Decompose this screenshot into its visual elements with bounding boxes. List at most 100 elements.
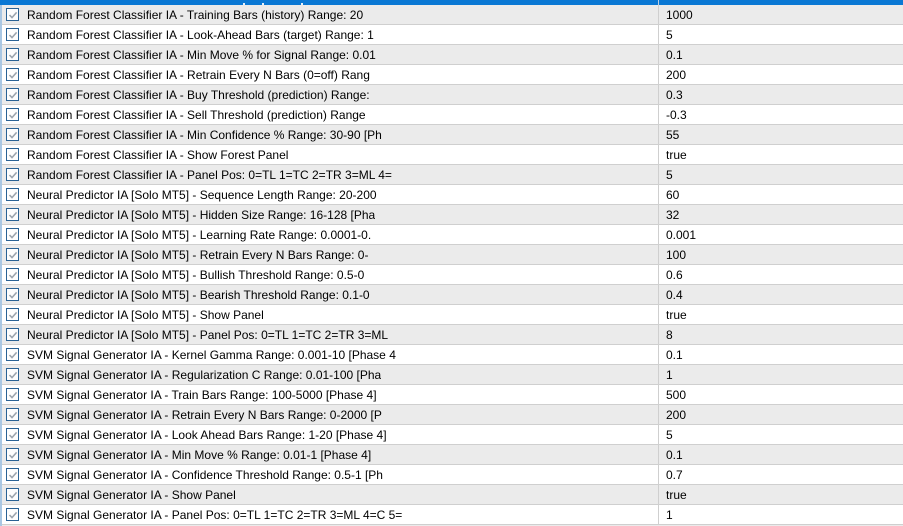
table-row[interactable]: SVM Signal Generator IA - Kernel Gamma R… [0,345,903,365]
parameter-value-cell[interactable]: 500 [659,385,903,404]
parameter-value-cell[interactable]: 0.001 [659,225,903,244]
parameter-name-cell: Neural Predictor IA [Solo MT5] - Show Pa… [0,305,659,324]
parameter-label: Neural Predictor IA [Solo MT5] - Show Pa… [27,307,264,322]
check-icon [8,271,17,279]
table-row[interactable]: Neural Predictor IA [Solo MT5] - Learnin… [0,225,903,245]
check-icon [8,451,17,459]
parameter-value-cell[interactable]: 1 [659,505,903,524]
checkbox[interactable] [6,268,19,281]
table-row[interactable]: Random Forest Classifier IA - Show Fores… [0,145,903,165]
parameter-value-cell[interactable]: true [659,305,903,324]
parameter-value: 1 [666,507,673,522]
checkbox[interactable] [6,228,19,241]
parameter-value-cell[interactable]: 8 [659,325,903,344]
table-row[interactable]: SVM Signal Generator IA - Show Panel tru… [0,485,903,505]
parameter-value-cell[interactable]: 32 [659,205,903,224]
parameter-value-cell[interactable]: 0.1 [659,445,903,464]
parameter-value: 32 [666,207,680,222]
parameter-value-cell[interactable]: 0.3 [659,85,903,104]
table-row[interactable]: Random Forest Classifier IA - Min Move %… [0,45,903,65]
parameter-name-cell: SVM Signal Generator IA - Train Bars Ran… [0,385,659,404]
parameter-label: SVM Signal Generator IA - Regularization… [27,367,382,382]
parameter-value-cell[interactable]: 1 [659,365,903,384]
checkbox[interactable] [6,428,19,441]
checkbox[interactable] [6,308,19,321]
parameter-label: Neural Predictor IA [Solo MT5] - Sequenc… [27,187,377,202]
parameter-value: true [666,487,687,502]
table-row[interactable]: SVM Signal Generator IA - Regularization… [0,365,903,385]
partially-visible-selected-row[interactable] [0,0,903,5]
check-icon [8,391,17,399]
parameter-name-cell: Neural Predictor IA [Solo MT5] - Learnin… [0,225,659,244]
parameter-name-cell: Random Forest Classifier IA - Retrain Ev… [0,65,659,84]
parameter-value-cell[interactable]: true [659,485,903,504]
table-row[interactable]: Random Forest Classifier IA - Look-Ahead… [0,25,903,45]
checkbox[interactable] [6,348,19,361]
table-row[interactable]: Neural Predictor IA [Solo MT5] - Bullish… [0,265,903,285]
table-row[interactable]: Random Forest Classifier IA - Retrain Ev… [0,65,903,85]
checkbox[interactable] [6,468,19,481]
checkbox[interactable] [6,188,19,201]
parameter-label: Neural Predictor IA [Solo MT5] - Retrain… [27,247,369,262]
checkbox[interactable] [6,288,19,301]
table-row[interactable]: SVM Signal Generator IA - Look Ahead Bar… [0,425,903,445]
checkbox[interactable] [6,88,19,101]
checkbox[interactable] [6,108,19,121]
table-row[interactable]: Neural Predictor IA [Solo MT5] - Panel P… [0,325,903,345]
checkbox[interactable] [6,148,19,161]
table-row[interactable]: Neural Predictor IA [Solo MT5] - Sequenc… [0,185,903,205]
table-row[interactable]: Neural Predictor IA [Solo MT5] - Bearish… [0,285,903,305]
table-row[interactable]: SVM Signal Generator IA - Confidence Thr… [0,465,903,485]
parameter-value-cell[interactable]: -0.3 [659,105,903,124]
table-row[interactable]: SVM Signal Generator IA - Panel Pos: 0=T… [0,505,903,525]
parameter-value-cell[interactable]: 1000 [659,5,903,24]
parameter-label: SVM Signal Generator IA - Retrain Every … [27,407,382,422]
table-row[interactable]: Neural Predictor IA [Solo MT5] - Show Pa… [0,305,903,325]
parameter-value-cell[interactable]: true [659,145,903,164]
checkbox[interactable] [6,168,19,181]
parameter-name-cell: Neural Predictor IA [Solo MT5] - Bearish… [0,285,659,304]
parameter-value-cell[interactable]: 200 [659,65,903,84]
checkbox[interactable] [6,388,19,401]
checkbox[interactable] [6,128,19,141]
parameter-value-cell[interactable]: 0.7 [659,465,903,484]
checkbox[interactable] [6,488,19,501]
checkbox[interactable] [6,328,19,341]
check-icon [8,131,17,139]
table-row[interactable]: Neural Predictor IA [Solo MT5] - Hidden … [0,205,903,225]
parameter-value-cell[interactable]: 100 [659,245,903,264]
checkbox[interactable] [6,208,19,221]
parameter-value-cell[interactable]: 0.4 [659,285,903,304]
checkbox[interactable] [6,28,19,41]
parameter-value-cell[interactable]: 0.6 [659,265,903,284]
checkbox[interactable] [6,248,19,261]
check-icon [8,491,17,499]
table-row[interactable]: Random Forest Classifier IA - Min Confid… [0,125,903,145]
table-row[interactable]: Random Forest Classifier IA - Buy Thresh… [0,85,903,105]
table-row[interactable]: SVM Signal Generator IA - Train Bars Ran… [0,385,903,405]
parameter-value-cell[interactable]: 200 [659,405,903,424]
parameter-label: SVM Signal Generator IA - Train Bars Ran… [27,387,377,402]
checkbox[interactable] [6,48,19,61]
table-row[interactable]: Random Forest Classifier IA - Sell Thres… [0,105,903,125]
checkbox[interactable] [6,508,19,521]
parameter-value-cell[interactable]: 0.1 [659,345,903,364]
checkbox[interactable] [6,68,19,81]
parameter-value-cell[interactable]: 60 [659,185,903,204]
table-row[interactable]: Neural Predictor IA [Solo MT5] - Retrain… [0,245,903,265]
checkbox[interactable] [6,448,19,461]
table-row[interactable]: SVM Signal Generator IA - Retrain Every … [0,405,903,425]
parameter-value-cell[interactable]: 55 [659,125,903,144]
parameter-value-cell[interactable]: 5 [659,25,903,44]
parameter-value-cell[interactable]: 5 [659,425,903,444]
parameter-value-cell[interactable]: 0.1 [659,45,903,64]
clipped-text-fragment [301,3,303,5]
checkbox[interactable] [6,408,19,421]
table-row[interactable]: SVM Signal Generator IA - Min Move % Ran… [0,445,903,465]
table-row[interactable]: Random Forest Classifier IA - Training B… [0,5,903,25]
partially-visible-next-row [0,524,903,526]
parameter-value-cell[interactable]: 5 [659,165,903,184]
table-row[interactable]: Random Forest Classifier IA - Panel Pos:… [0,165,903,185]
checkbox[interactable] [6,8,19,21]
checkbox[interactable] [6,368,19,381]
